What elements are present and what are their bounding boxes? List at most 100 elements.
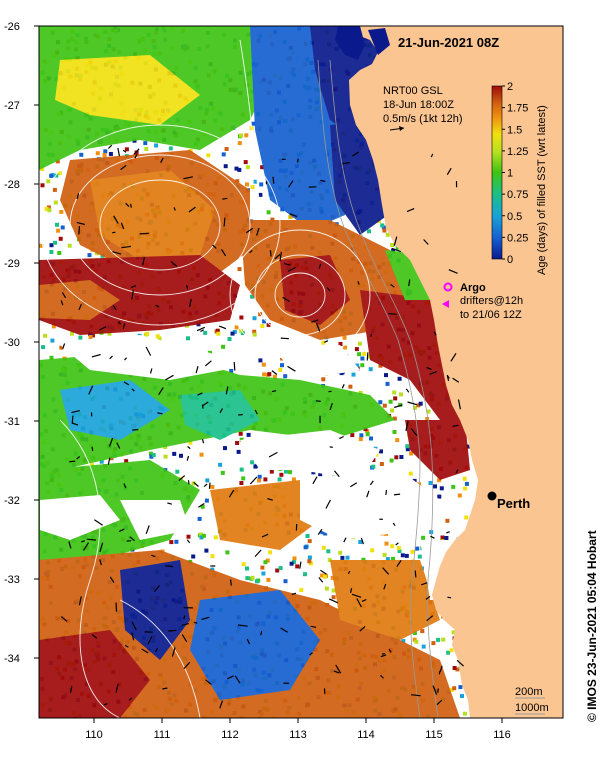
velocity-arrow: [117, 147, 120, 157]
velocity-arrow: [145, 346, 152, 356]
sst-cell: [351, 372, 356, 377]
velocity-arrow: [208, 482, 211, 489]
velocity-arrow: [171, 647, 176, 657]
velocity-arrow: [91, 634, 98, 639]
velocity-arrow: [124, 644, 129, 648]
velocity-arrow: [446, 531, 450, 534]
velocity-arrow: [359, 625, 366, 632]
sst-cell: [262, 319, 267, 324]
velocity-arrow: [76, 193, 80, 200]
velocity-arrow: [193, 481, 199, 487]
velocity-arrow: [433, 331, 437, 336]
colorbar-tick-label: 1.5: [507, 124, 522, 136]
velocity-arrow: [439, 665, 443, 672]
velocity-arrow: [437, 688, 439, 693]
sst-cell: [53, 200, 58, 205]
argo-legend: Argo drifters@12h to 21/06 12Z: [442, 282, 523, 321]
velocity-arrow: [187, 480, 190, 485]
sst-cell: [311, 470, 316, 475]
sst-cell: [409, 451, 414, 456]
velocity-arrow: [109, 355, 113, 360]
sst-cell: [295, 564, 300, 569]
sst-cell: [449, 648, 454, 653]
lat-tick-label: -33: [4, 574, 20, 586]
velocity-arrow: [325, 499, 332, 509]
sst-cell: [210, 567, 215, 572]
sst-cell: [398, 402, 403, 407]
velocity-arrow: [430, 153, 434, 158]
sst-cell: [396, 546, 401, 551]
sst-cell: [412, 637, 417, 642]
velocity-arrow: [350, 482, 358, 488]
sst-cell: [303, 545, 308, 550]
velocity-arrow: [320, 179, 326, 183]
sst-cell: [451, 630, 456, 635]
velocity-arrow: [271, 370, 278, 375]
colorbar-ticks: 0 0.25 0.5 0.75 1 1.25 1.5 1.75 2: [502, 81, 528, 266]
current-legend-line1: NRT00 GSL: [383, 85, 443, 97]
sst-cell: [235, 441, 240, 445]
velocity-arrow: [186, 455, 190, 461]
sst-cell: [188, 440, 193, 445]
sst-cell: [307, 559, 312, 564]
velocity-arrow: [405, 421, 409, 432]
sst-cell: [417, 554, 422, 559]
velocity-arrow: [426, 615, 434, 622]
velocity-arrow: [162, 687, 168, 690]
colorbar-tick-label: 1: [507, 168, 513, 180]
sst-cell: [318, 472, 323, 477]
sst-cell: [388, 399, 393, 404]
velocity-arrow: [385, 489, 387, 496]
sst-cell: [266, 210, 271, 215]
colorbar-title: Age (days) of filled SST (wrt latest): [536, 105, 548, 275]
sst-cell: [107, 331, 112, 336]
velocity-arrow: [86, 538, 96, 541]
sst-cell: [354, 347, 359, 352]
velocity-arrow: [396, 560, 402, 568]
sst-cell: [124, 459, 129, 464]
sst-cell: [57, 251, 62, 255]
sst-cell: [395, 438, 400, 443]
velocity-arrow: [122, 322, 126, 329]
sst-cell: [46, 179, 51, 184]
velocity-arrow: [436, 699, 443, 706]
velocity-arrow: [181, 623, 190, 626]
sst-cell: [299, 588, 304, 593]
sst-cell: [321, 340, 326, 345]
sst-cell: [437, 494, 442, 499]
velocity-arrow: [405, 388, 410, 393]
sst-cell: [47, 208, 52, 213]
velocity-arrow: [410, 428, 418, 437]
velocity-arrow: [249, 476, 258, 485]
sst-cell: [350, 433, 355, 438]
sst-cell: [261, 571, 266, 576]
velocity-arrow: [329, 403, 333, 411]
velocity-arrow: [392, 522, 396, 527]
velocity-arrow: [426, 366, 432, 371]
date-title: 21-Jun-2021 08Z: [398, 35, 499, 50]
sst-cell: [439, 486, 444, 491]
sst-cell: [389, 458, 394, 463]
sst-cell: [49, 355, 54, 360]
velocity-arrow: [421, 582, 428, 586]
sst-cell: [348, 384, 353, 389]
sst-cell: [49, 250, 54, 254]
sst-cell: [320, 573, 325, 578]
velocity-arrow: [186, 284, 189, 290]
velocity-arrow: [121, 245, 131, 249]
latitude-axis: -26 -27 -28 -29 -30 -31 -32 -33 -34: [4, 21, 39, 665]
velocity-arrow: [382, 567, 390, 575]
velocity-arrow: [99, 559, 102, 566]
sst-cell: [55, 222, 59, 227]
sst-cell: [452, 686, 457, 691]
velocity-arrow: [395, 542, 399, 546]
sst-cell: [464, 515, 469, 520]
velocity-arrow: [279, 251, 282, 261]
sst-cell: [283, 374, 288, 379]
sst-cell: [267, 372, 272, 377]
velocity-arrow: [289, 213, 298, 218]
sst-cell: [426, 409, 431, 414]
sst-cell: [55, 159, 60, 164]
velocity-arrow: [271, 390, 277, 393]
sst-cell: [343, 345, 347, 350]
